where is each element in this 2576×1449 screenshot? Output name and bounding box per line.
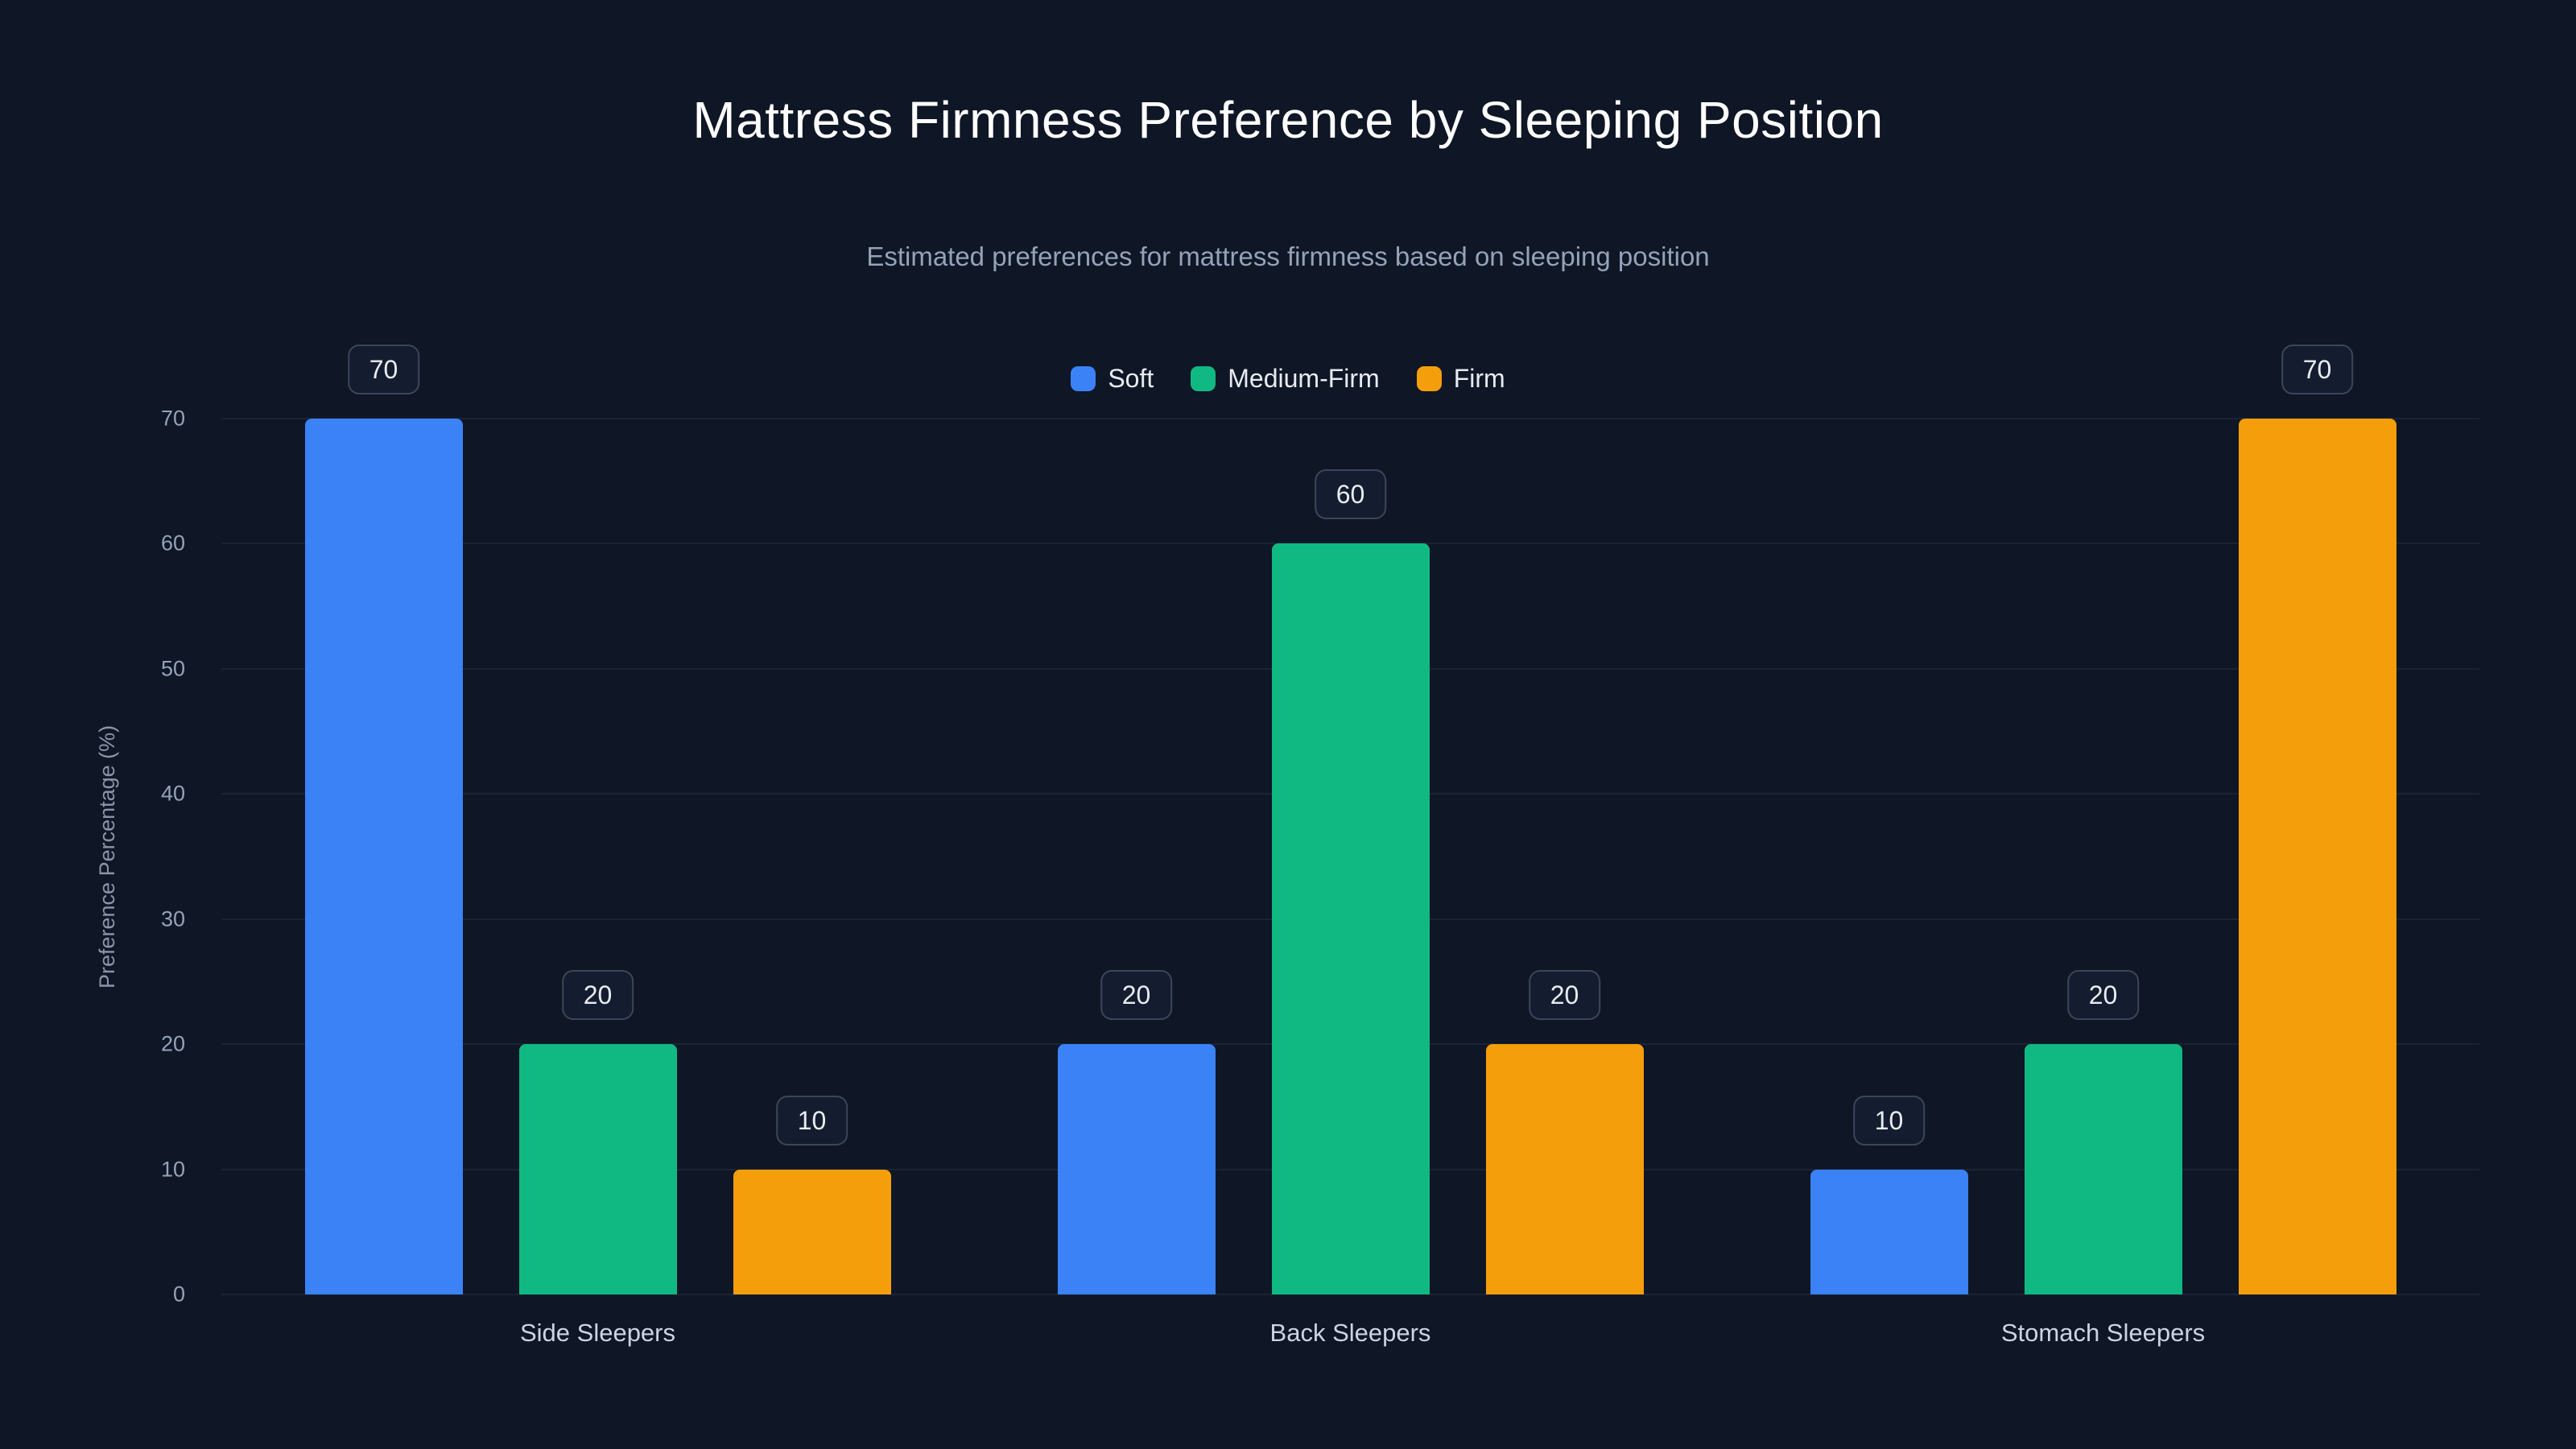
legend-label: Soft (1108, 364, 1154, 393)
value-badge: 20 (1528, 970, 1601, 1021)
legend-label: Medium-Firm (1228, 364, 1380, 393)
page-subtitle: Estimated preferences for mattress firmn… (866, 242, 1710, 271)
bar-back-sleepers-soft[interactable]: 20 (1057, 970, 1216, 1294)
value-badge: 20 (561, 970, 634, 1021)
plot-area: 70 20 10 20 60 20 10 20 70 (221, 345, 2479, 1295)
legend-swatch-icon (1416, 366, 1442, 391)
bar-group-stomach-sleepers: 10 20 70 (1727, 345, 2479, 1294)
value-badge: 20 (2066, 970, 2140, 1021)
gridline (221, 418, 2479, 419)
bar-stomach-sleepers-firm[interactable]: 70 (2238, 345, 2396, 1294)
value-badge: 10 (775, 1095, 848, 1146)
bar-group-back-sleepers: 20 60 20 (974, 419, 1727, 1294)
bar-back-sleepers-firm[interactable]: 20 (1485, 970, 1644, 1294)
bar-back-sleepers-medium-firm[interactable]: 60 (1271, 469, 1430, 1294)
bar-groups: 70 20 10 20 60 20 10 20 70 (221, 345, 2479, 1294)
bar-side-sleepers-firm[interactable]: 10 (733, 1095, 891, 1294)
x-category-label-stomach-sleepers: Stomach Sleepers (2000, 1319, 2206, 1347)
y-tick-label: 40 (160, 781, 185, 806)
value-badge: 70 (2281, 345, 2354, 394)
legend-swatch-icon (1191, 366, 1216, 391)
legend: Soft Medium-Firm Firm (0, 364, 2576, 394)
value-badge: 10 (1852, 1095, 1926, 1146)
x-axis: Side Sleepers Back Sleepers Stomach Sleepe… (221, 1319, 2479, 1348)
legend-swatch-icon (1071, 366, 1096, 391)
bar-stomach-sleepers-soft[interactable]: 10 (1810, 1095, 1968, 1294)
y-tick-label: 70 (160, 406, 185, 431)
x-category-label-side-sleepers: Side Sleepers (519, 1319, 675, 1347)
y-tick-label: 20 (160, 1031, 185, 1056)
page-title: Mattress Firmness Preference by Sleeping… (692, 91, 1884, 149)
value-badge: 20 (1100, 970, 1173, 1021)
legend-label: Firm (1453, 364, 1505, 393)
bar-side-sleepers-soft[interactable]: 70 (304, 345, 463, 1294)
legend-item-medium-firm[interactable]: Medium-Firm (1191, 364, 1380, 394)
gridline (221, 1294, 2479, 1295)
bar-side-sleepers-medium-firm[interactable]: 20 (518, 970, 677, 1294)
value-badge: 60 (1314, 469, 1387, 520)
y-tick-label: 10 (160, 1157, 185, 1182)
y-tick-label: 0 (172, 1282, 185, 1307)
legend-item-soft[interactable]: Soft (1071, 364, 1154, 394)
legend-item-firm[interactable]: Firm (1416, 364, 1505, 394)
value-badge: 70 (347, 345, 420, 394)
y-tick-label: 60 (160, 530, 185, 555)
x-category-label-back-sleepers: Back Sleepers (1269, 1319, 1431, 1347)
bar-group-side-sleepers: 70 20 10 (221, 345, 974, 1294)
bar-stomach-sleepers-medium-firm[interactable]: 20 (2024, 970, 2182, 1294)
y-tick-label: 50 (160, 656, 185, 681)
y-tick-label: 30 (160, 906, 185, 931)
y-axis: 0 10 20 30 40 50 60 70 (0, 407, 200, 1307)
